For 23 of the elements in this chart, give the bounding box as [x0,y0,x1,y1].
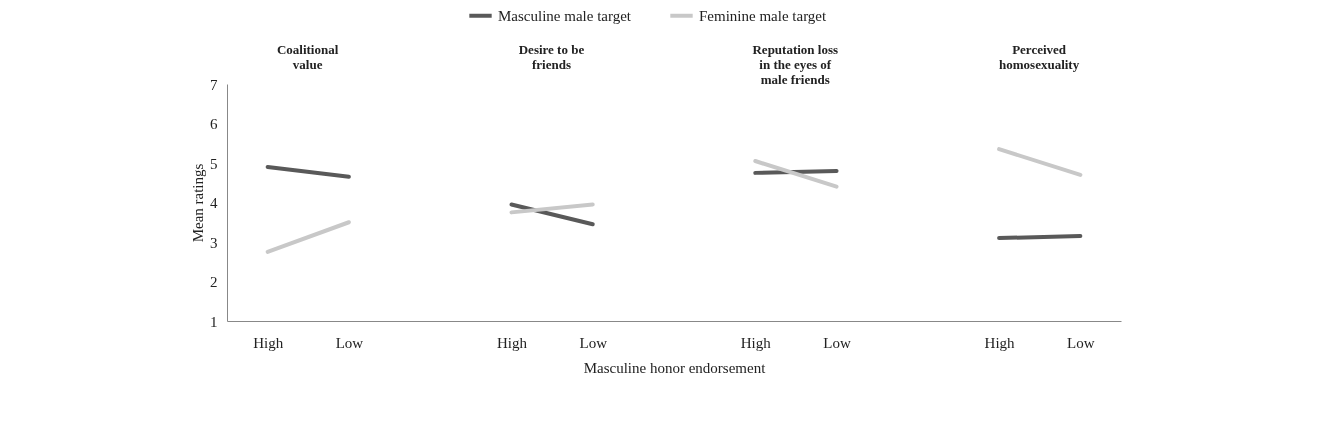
x-tick-label: High [740,334,772,351]
y-tick-label: 5 [210,155,218,172]
x-tick-label: Low [823,334,851,351]
y-tick-label: 1 [210,313,218,330]
legend-label: Masculine male target [498,7,632,24]
y-tick-label: 6 [210,116,218,132]
text: Perceived homosexuality [999,42,1080,72]
x-tick-label: Low [1067,334,1095,351]
y-tick-label: 2 [210,274,218,290]
y-tick-label: 4 [210,195,218,211]
text: Coalitional value [276,42,339,72]
annotation: Reputation loss in the eyes of male friends [752,42,839,87]
x-tick-label: High [984,334,1016,351]
legend-label: Feminine male target [699,7,828,24]
y-tick-label: 3 [210,234,218,251]
x-tick-label: Low [335,334,364,351]
x-tick-label: Low [579,334,608,351]
x-tick-label: High [496,334,528,351]
x-tick-label: High [253,334,284,351]
text: Desire to be friends [518,42,585,72]
y-axis-title: Mean ratings [190,163,206,243]
x-axis-title: Masculine honor endorsement [583,359,767,376]
y-tick-label: 7 [210,76,218,93]
